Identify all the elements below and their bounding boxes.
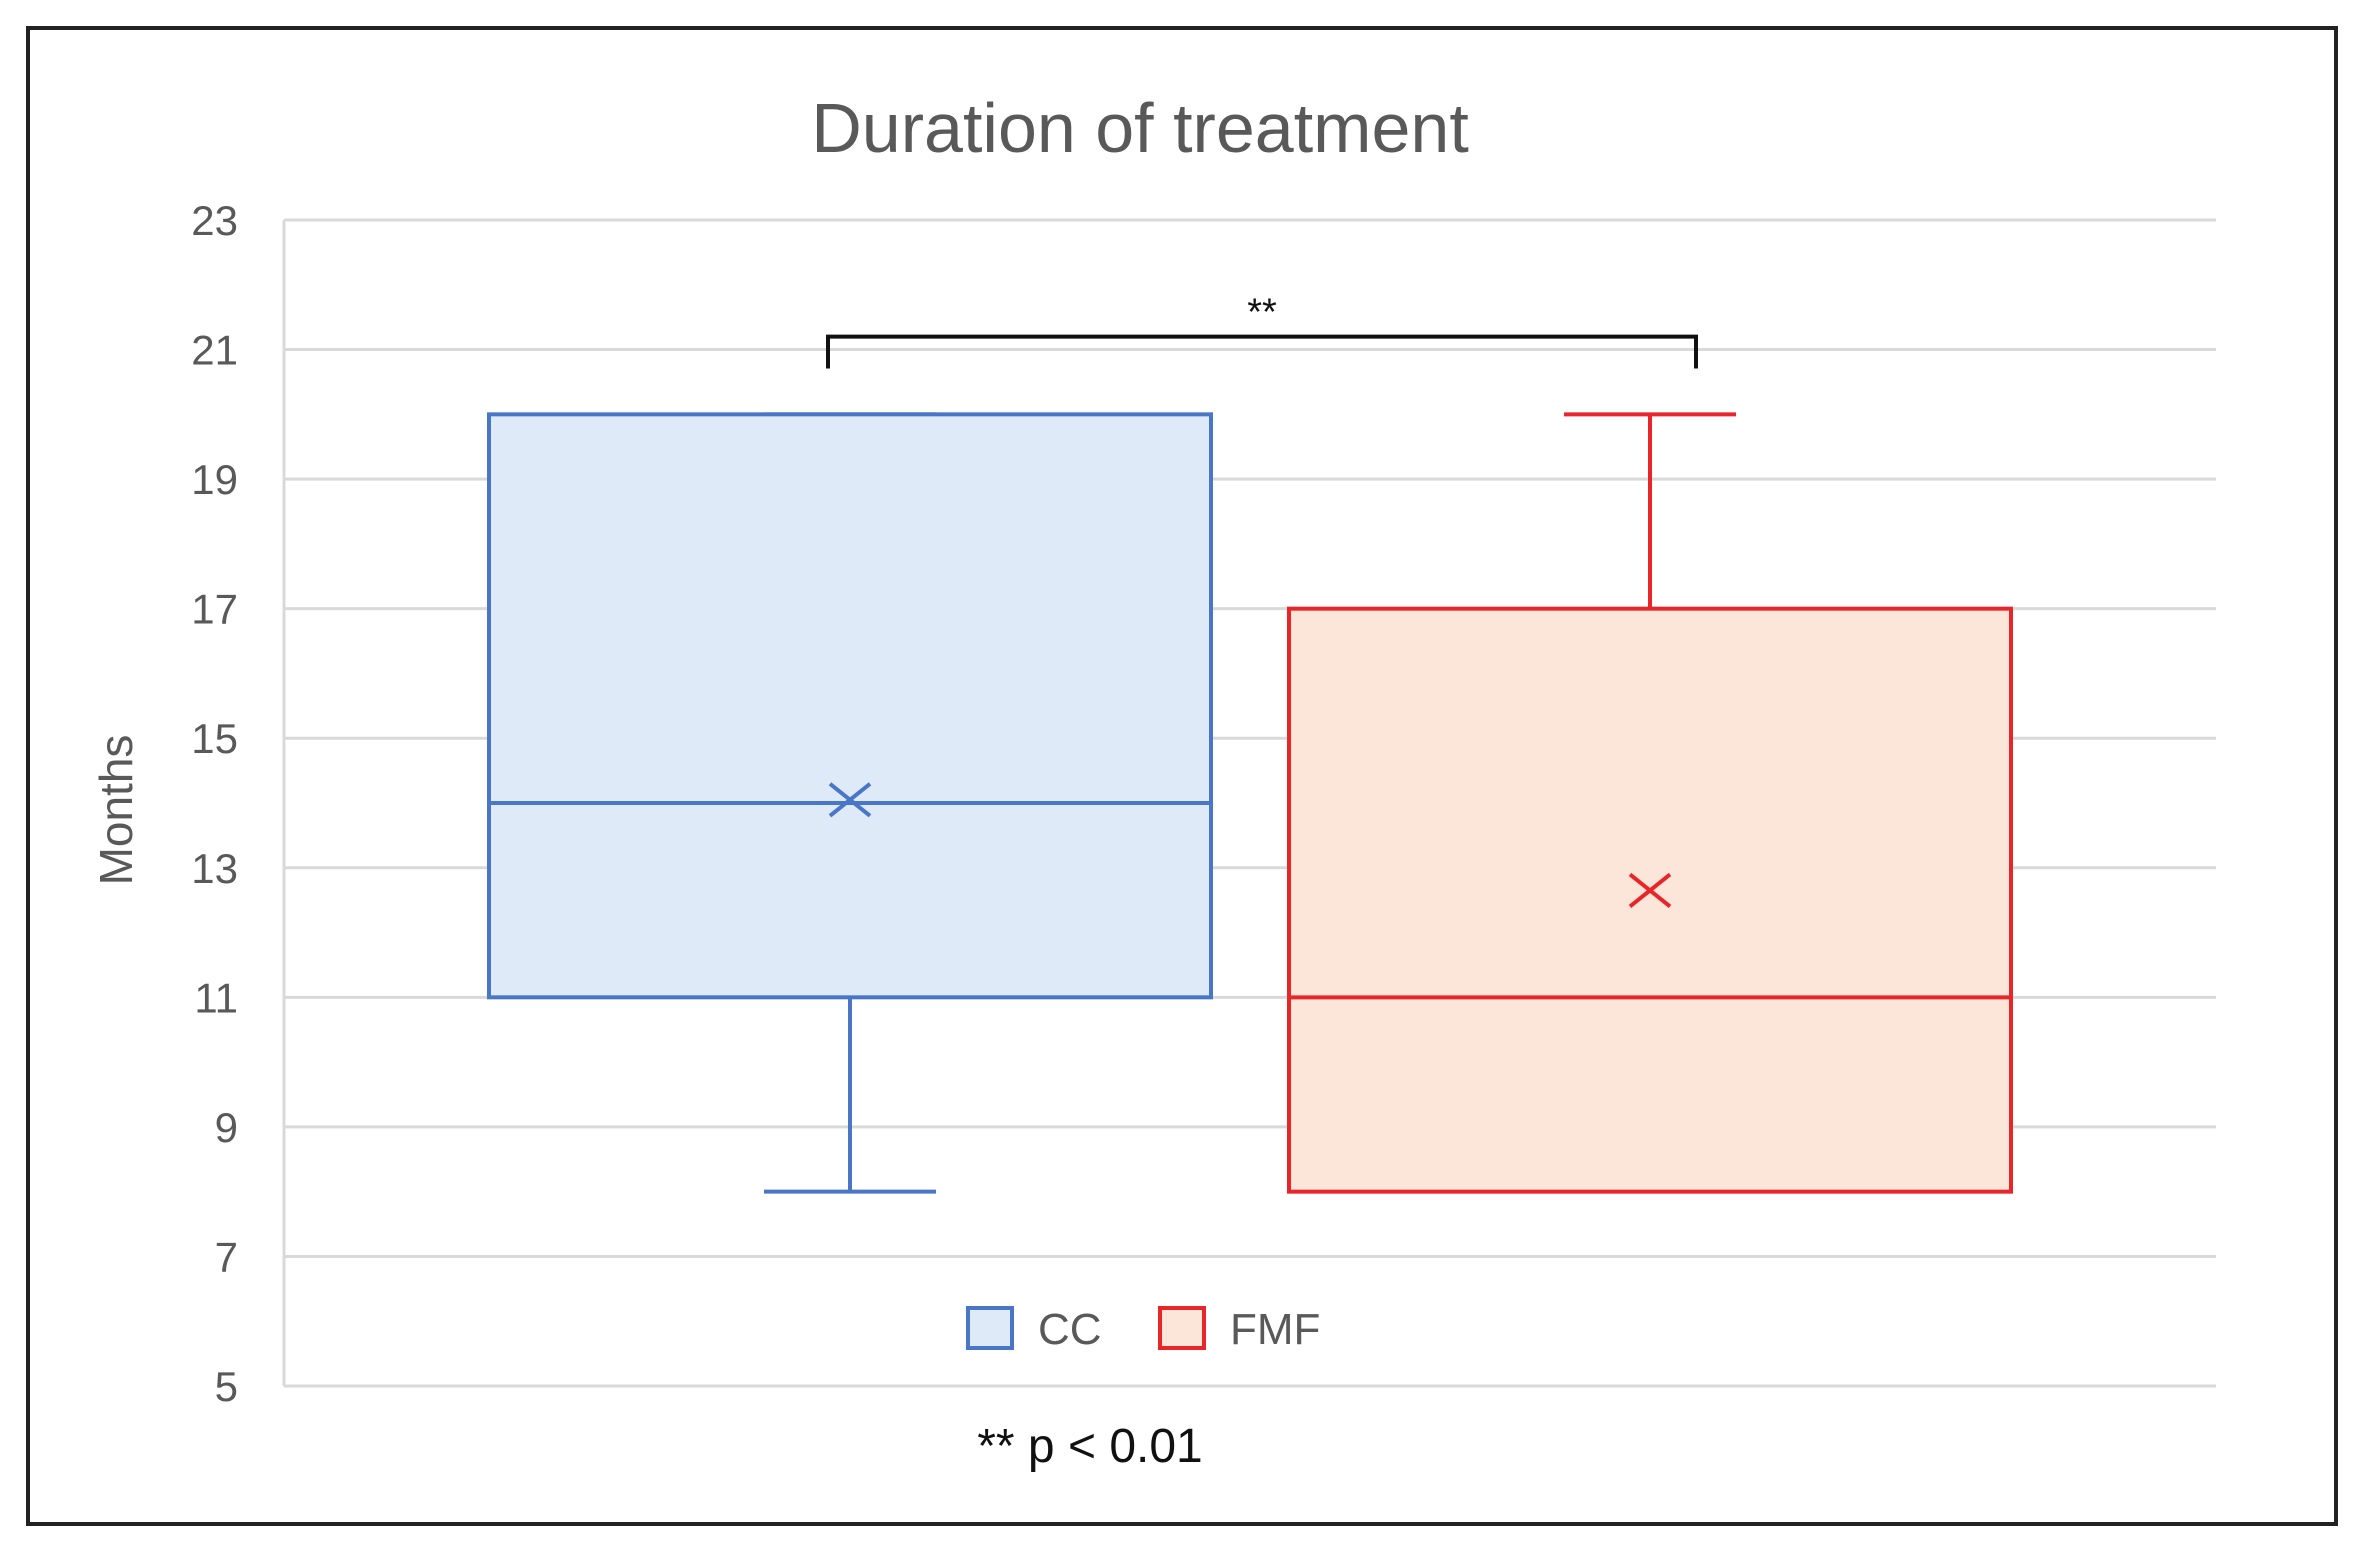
y-axis-label: Months bbox=[90, 735, 142, 886]
chart-title: Duration of treatment bbox=[811, 89, 1469, 167]
legend-label-cc: CC bbox=[1038, 1305, 1102, 1354]
iqr-box-cc bbox=[487, 412, 1213, 1000]
significance-bracket: ** bbox=[826, 292, 1698, 369]
legend-item-fmf: FMF bbox=[1158, 1305, 1320, 1354]
y-tick-label-23: 23 bbox=[191, 197, 238, 244]
chart-frame: 5 7 9 11 13 15 17 19 21 23 ** CC FMF Duration of t… bbox=[26, 26, 2338, 1526]
bracket-line bbox=[826, 334, 1698, 369]
mean-marker-cc-b bbox=[828, 782, 872, 818]
legend-swatch-cc bbox=[966, 1306, 1014, 1350]
y-tick-label-9: 9 bbox=[215, 1104, 238, 1151]
y-tick-label-17: 17 bbox=[191, 586, 238, 633]
mean-marker-fmf-b bbox=[1628, 872, 1672, 909]
y-tick-labels: 5 7 9 11 13 15 17 19 21 23 bbox=[191, 197, 238, 1410]
legend-label-fmf: FMF bbox=[1230, 1305, 1320, 1354]
iqr-box-fmf bbox=[1287, 606, 2013, 1194]
y-tick-label-5: 5 bbox=[215, 1363, 238, 1410]
box-cc bbox=[487, 412, 1213, 1194]
y-tick-label-7: 7 bbox=[215, 1233, 238, 1280]
y-tick-label-13: 13 bbox=[191, 845, 238, 892]
y-tick-label-15: 15 bbox=[191, 715, 238, 762]
legend-item-cc: CC bbox=[966, 1305, 1102, 1354]
p-value-footnote: ** p < 0.01 bbox=[977, 1420, 1203, 1473]
box-fmf bbox=[1287, 412, 2013, 1194]
y-tick-label-19: 19 bbox=[191, 456, 238, 503]
boxes bbox=[487, 412, 2013, 1194]
significance-label: ** bbox=[1247, 292, 1277, 334]
box-plot-chart: 5 7 9 11 13 15 17 19 21 23 ** CC FMF Duration of t… bbox=[90, 89, 2216, 1473]
y-tick-label-21: 21 bbox=[191, 327, 238, 374]
legend: CC FMF bbox=[966, 1305, 1320, 1354]
legend-swatch-fmf bbox=[1158, 1306, 1206, 1350]
y-tick-label-11: 11 bbox=[194, 974, 238, 1021]
